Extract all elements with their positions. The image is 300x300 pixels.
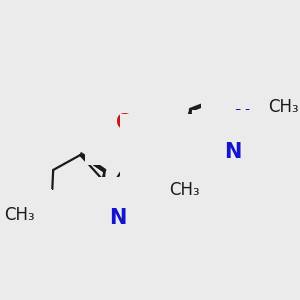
Text: N: N (152, 145, 169, 165)
Text: O: O (116, 113, 134, 133)
Text: CH₃: CH₃ (4, 206, 35, 224)
Text: N: N (109, 208, 127, 228)
Text: O: O (76, 222, 94, 242)
Text: CH₃: CH₃ (169, 181, 200, 199)
Text: CH₃: CH₃ (268, 98, 299, 116)
Text: N: N (233, 109, 250, 129)
Text: N: N (224, 142, 241, 162)
Text: H: H (159, 168, 174, 186)
